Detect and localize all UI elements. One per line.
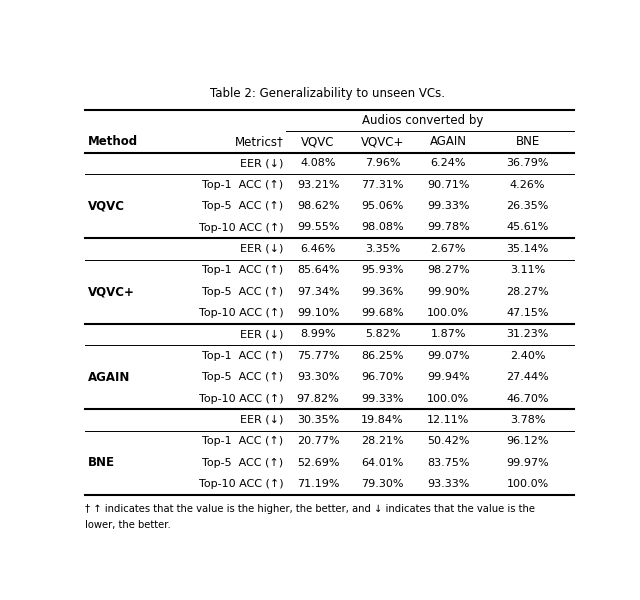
Text: 99.10%: 99.10% bbox=[297, 308, 339, 318]
Text: EER (↓): EER (↓) bbox=[240, 244, 284, 254]
Text: BNE: BNE bbox=[88, 456, 115, 469]
Text: VQVC: VQVC bbox=[88, 200, 124, 212]
Text: 99.68%: 99.68% bbox=[361, 308, 404, 318]
Text: Method: Method bbox=[88, 136, 138, 148]
Text: AGAIN: AGAIN bbox=[430, 136, 467, 148]
Text: 8.99%: 8.99% bbox=[300, 329, 336, 340]
Text: EER (↓): EER (↓) bbox=[240, 329, 284, 340]
Text: Top-1  ACC (↑): Top-1 ACC (↑) bbox=[202, 265, 284, 275]
Text: 71.19%: 71.19% bbox=[297, 479, 339, 489]
Text: 12.11%: 12.11% bbox=[427, 415, 470, 425]
Text: Table 2: Generalizability to unseen VCs.: Table 2: Generalizability to unseen VCs. bbox=[211, 87, 445, 100]
Text: 77.31%: 77.31% bbox=[362, 180, 404, 190]
Text: 3.11%: 3.11% bbox=[510, 265, 545, 275]
Text: 64.01%: 64.01% bbox=[362, 458, 404, 467]
Text: 2.40%: 2.40% bbox=[510, 351, 545, 361]
Text: 96.12%: 96.12% bbox=[506, 436, 549, 446]
Text: 4.08%: 4.08% bbox=[300, 158, 336, 169]
Text: Top-5  ACC (↑): Top-5 ACC (↑) bbox=[202, 287, 284, 296]
Text: 95.06%: 95.06% bbox=[362, 201, 404, 211]
Text: 99.94%: 99.94% bbox=[427, 372, 470, 382]
Text: 52.69%: 52.69% bbox=[297, 458, 339, 467]
Text: 19.84%: 19.84% bbox=[361, 415, 404, 425]
Text: 4.26%: 4.26% bbox=[510, 180, 545, 190]
Text: Top-10 ACC (↑): Top-10 ACC (↑) bbox=[199, 479, 284, 489]
Text: 5.82%: 5.82% bbox=[365, 329, 400, 340]
Text: 99.78%: 99.78% bbox=[427, 223, 470, 232]
Text: Top-5  ACC (↑): Top-5 ACC (↑) bbox=[202, 458, 284, 467]
Text: 99.36%: 99.36% bbox=[362, 287, 404, 296]
Text: 27.44%: 27.44% bbox=[506, 372, 549, 382]
Text: VQVC+: VQVC+ bbox=[361, 136, 404, 148]
Text: Top-10 ACC (↑): Top-10 ACC (↑) bbox=[199, 223, 284, 233]
Text: VQVC+: VQVC+ bbox=[88, 285, 134, 298]
Text: 97.82%: 97.82% bbox=[297, 394, 339, 404]
Text: 100.0%: 100.0% bbox=[427, 394, 469, 404]
Text: EER (↓): EER (↓) bbox=[240, 415, 284, 425]
Text: 98.62%: 98.62% bbox=[297, 201, 339, 211]
Text: Top-5  ACC (↑): Top-5 ACC (↑) bbox=[202, 372, 284, 382]
Text: 90.71%: 90.71% bbox=[427, 180, 470, 190]
Text: 6.24%: 6.24% bbox=[431, 158, 466, 169]
Text: 36.79%: 36.79% bbox=[506, 158, 549, 169]
Text: 20.77%: 20.77% bbox=[297, 436, 339, 446]
Text: 26.35%: 26.35% bbox=[506, 201, 549, 211]
Text: Metrics†: Metrics† bbox=[235, 136, 284, 148]
Text: 7.96%: 7.96% bbox=[365, 158, 400, 169]
Text: 93.30%: 93.30% bbox=[297, 372, 339, 382]
Text: 99.97%: 99.97% bbox=[506, 458, 549, 467]
Text: 98.08%: 98.08% bbox=[361, 223, 404, 232]
Text: 99.90%: 99.90% bbox=[427, 287, 470, 296]
Text: 99.07%: 99.07% bbox=[427, 351, 470, 361]
Text: 31.23%: 31.23% bbox=[506, 329, 549, 340]
Text: Top-1  ACC (↑): Top-1 ACC (↑) bbox=[202, 436, 284, 446]
Text: AGAIN: AGAIN bbox=[88, 371, 130, 383]
Text: 98.27%: 98.27% bbox=[427, 265, 470, 275]
Text: Top-10 ACC (↑): Top-10 ACC (↑) bbox=[199, 394, 284, 404]
Text: 100.0%: 100.0% bbox=[427, 308, 469, 318]
Text: Audios converted by: Audios converted by bbox=[362, 114, 484, 127]
Text: 100.0%: 100.0% bbox=[506, 479, 548, 489]
Text: 97.34%: 97.34% bbox=[297, 287, 339, 296]
Text: 47.15%: 47.15% bbox=[506, 308, 549, 318]
Text: 28.27%: 28.27% bbox=[506, 287, 549, 296]
Text: Top-1  ACC (↑): Top-1 ACC (↑) bbox=[202, 179, 284, 190]
Text: 83.75%: 83.75% bbox=[427, 458, 470, 467]
Text: 96.70%: 96.70% bbox=[362, 372, 404, 382]
Text: 79.30%: 79.30% bbox=[362, 479, 404, 489]
Text: 28.21%: 28.21% bbox=[361, 436, 404, 446]
Text: 30.35%: 30.35% bbox=[297, 415, 339, 425]
Text: † ↑ indicates that the value is the higher, the better, and ↓ indicates that the: † ↑ indicates that the value is the high… bbox=[85, 504, 535, 514]
Text: 1.87%: 1.87% bbox=[431, 329, 466, 340]
Text: 3.35%: 3.35% bbox=[365, 244, 400, 254]
Text: BNE: BNE bbox=[515, 136, 540, 148]
Text: 35.14%: 35.14% bbox=[506, 244, 549, 254]
Text: Top-1  ACC (↑): Top-1 ACC (↑) bbox=[202, 351, 284, 361]
Text: 3.78%: 3.78% bbox=[510, 415, 545, 425]
Text: 95.93%: 95.93% bbox=[362, 265, 404, 275]
Text: 85.64%: 85.64% bbox=[297, 265, 339, 275]
Text: 6.46%: 6.46% bbox=[300, 244, 336, 254]
Text: 45.61%: 45.61% bbox=[506, 223, 549, 232]
Text: 93.33%: 93.33% bbox=[427, 479, 470, 489]
Text: 75.77%: 75.77% bbox=[297, 351, 339, 361]
Text: 86.25%: 86.25% bbox=[362, 351, 404, 361]
Text: 99.55%: 99.55% bbox=[297, 223, 339, 232]
Text: 99.33%: 99.33% bbox=[427, 201, 470, 211]
Text: 93.21%: 93.21% bbox=[297, 180, 339, 190]
Text: Top-5  ACC (↑): Top-5 ACC (↑) bbox=[202, 201, 284, 211]
Text: VQVC: VQVC bbox=[301, 136, 335, 148]
Text: EER (↓): EER (↓) bbox=[240, 158, 284, 169]
Text: 2.67%: 2.67% bbox=[431, 244, 466, 254]
Text: lower, the better.: lower, the better. bbox=[85, 520, 171, 530]
Text: Top-10 ACC (↑): Top-10 ACC (↑) bbox=[199, 308, 284, 318]
Text: 46.70%: 46.70% bbox=[506, 394, 549, 404]
Text: 50.42%: 50.42% bbox=[427, 436, 470, 446]
Text: 99.33%: 99.33% bbox=[362, 394, 404, 404]
